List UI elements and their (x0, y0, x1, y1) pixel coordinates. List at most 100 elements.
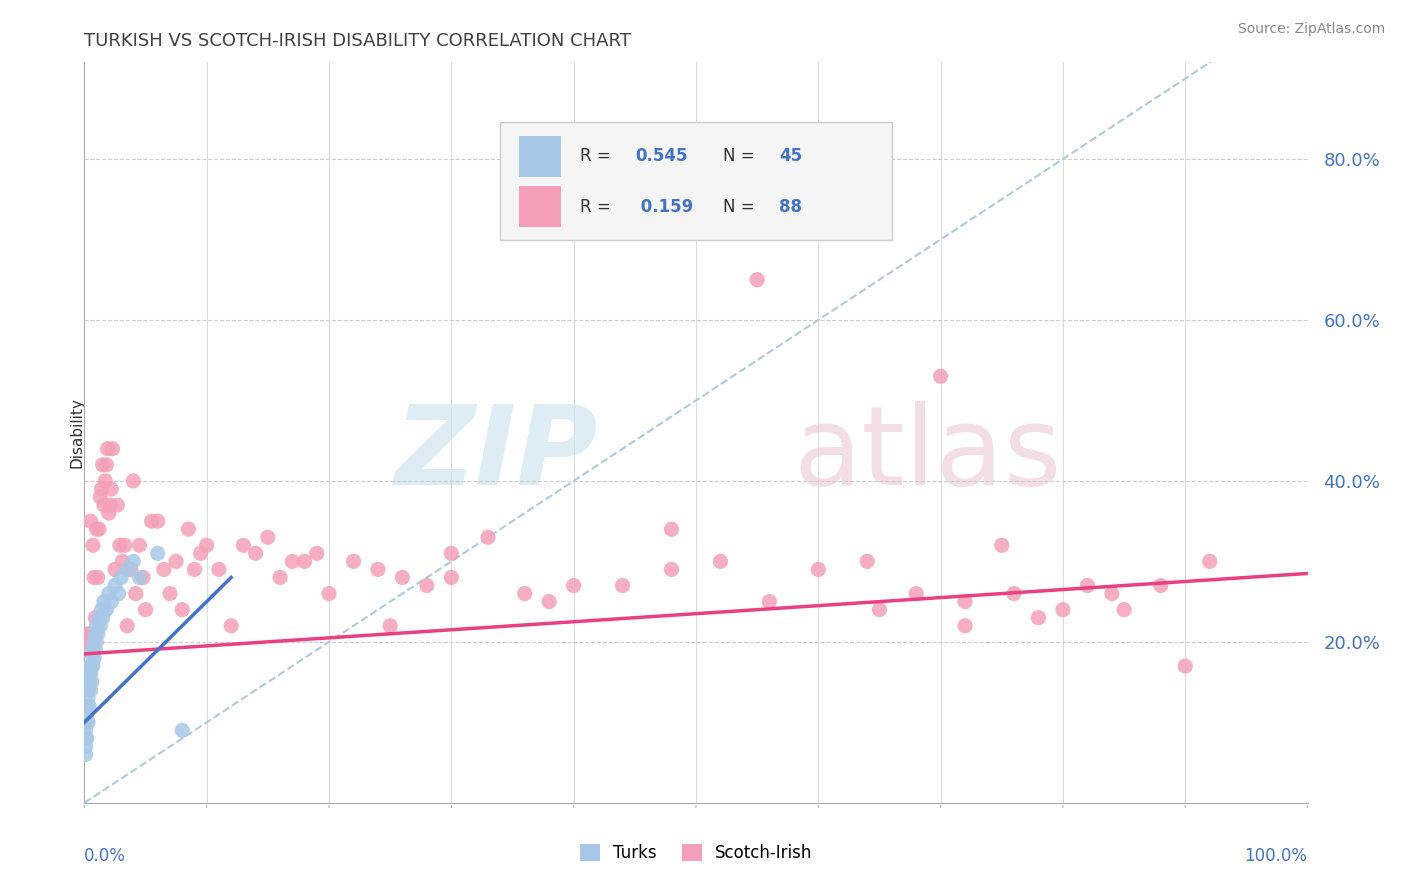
Point (77, 675, 100, 690)
Text: TURKISH VS SCOTCH-IRISH DISABILITY CORRELATION CHART: TURKISH VS SCOTCH-IRISH DISABILITY CORRE… (84, 32, 631, 50)
Point (87, 570, 110, 584)
Point (538, 594, 561, 608)
Point (477, 530, 499, 544)
Point (219, 619, 242, 633)
Point (513, 586, 536, 600)
Point (97, 586, 120, 600)
Point (104, 578, 127, 592)
Point (89, 490, 111, 504)
Point (79, 683, 101, 698)
Point (90, 482, 112, 496)
Point (100, 482, 122, 496)
Point (232, 538, 254, 552)
Point (869, 602, 891, 616)
Point (208, 562, 231, 576)
Point (80, 627, 103, 641)
Text: N =: N = (723, 147, 759, 165)
Point (77, 683, 100, 698)
Point (177, 522, 200, 536)
Point (269, 570, 291, 584)
Text: 0.545: 0.545 (636, 147, 688, 165)
Point (1052, 602, 1074, 616)
Point (76, 715, 98, 730)
Point (76, 699, 98, 714)
Point (82, 651, 104, 665)
Point (77, 667, 100, 681)
Point (89, 619, 111, 633)
Text: R =: R = (579, 147, 616, 165)
Point (75, 747, 97, 762)
Point (97, 442, 120, 456)
Point (172, 723, 194, 738)
Point (991, 538, 1014, 552)
Point (257, 530, 280, 544)
Point (1028, 610, 1050, 624)
Point (76, 707, 98, 722)
Point (183, 562, 205, 576)
Point (122, 474, 145, 488)
Point (120, 562, 142, 576)
Text: atlas: atlas (794, 401, 1063, 508)
Point (141, 514, 163, 528)
Point (1198, 554, 1220, 568)
Point (84, 610, 107, 624)
Point (953, 594, 976, 608)
Text: Source: ZipAtlas.com: Source: ZipAtlas.com (1237, 22, 1385, 37)
Point (97, 506, 120, 520)
Point (122, 554, 145, 568)
Text: ZIP: ZIP (395, 401, 598, 508)
Point (342, 554, 364, 568)
Point (929, 369, 952, 384)
Point (77, 715, 100, 730)
Point (75, 723, 97, 738)
Point (80, 675, 103, 690)
Point (93, 594, 115, 608)
Point (76, 731, 98, 746)
Point (146, 546, 169, 560)
Point (281, 554, 304, 568)
Point (440, 546, 463, 560)
Text: 45: 45 (779, 147, 803, 165)
Point (111, 554, 134, 568)
Point (91, 458, 114, 472)
Text: N =: N = (723, 198, 759, 216)
Point (82, 538, 104, 552)
Point (1076, 578, 1098, 592)
Point (108, 538, 131, 552)
Point (79, 667, 101, 681)
Point (367, 562, 389, 576)
FancyBboxPatch shape (501, 121, 891, 240)
Bar (519, 136, 561, 178)
Point (132, 570, 155, 584)
Text: 0.159: 0.159 (636, 198, 693, 216)
Point (245, 546, 267, 560)
Point (83, 570, 105, 584)
Point (305, 546, 328, 560)
Point (79, 659, 101, 673)
Point (172, 602, 194, 616)
Point (90, 602, 112, 616)
Text: 88: 88 (779, 198, 803, 216)
Point (294, 554, 316, 568)
Point (96, 602, 118, 616)
Point (96, 458, 118, 472)
Point (87, 627, 110, 641)
Point (953, 619, 976, 633)
Point (75, 643, 97, 657)
Point (135, 602, 157, 616)
Point (115, 562, 138, 576)
Point (84, 643, 107, 657)
Point (115, 619, 138, 633)
Point (747, 273, 769, 287)
Point (86, 522, 108, 536)
Point (114, 538, 136, 552)
Point (84, 627, 107, 641)
Point (105, 498, 128, 512)
Point (905, 586, 928, 600)
Point (91, 610, 114, 624)
Point (159, 586, 181, 600)
Point (83, 635, 105, 649)
Point (128, 538, 150, 552)
Point (709, 554, 731, 568)
Point (562, 578, 585, 592)
